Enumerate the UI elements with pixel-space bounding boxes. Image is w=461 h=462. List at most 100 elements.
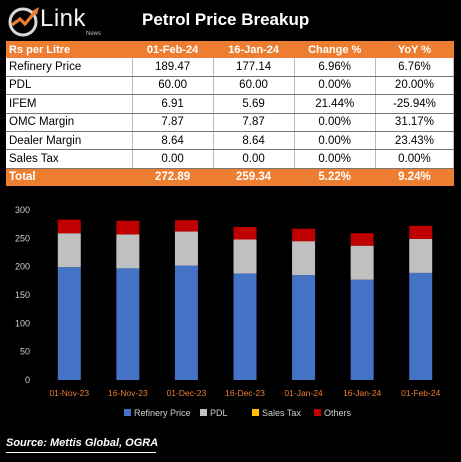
table-cell: 21.44% <box>294 94 376 114</box>
y-tick-label: 200 <box>15 262 30 272</box>
table-cell: 0.00 <box>213 149 295 169</box>
table-cell: 60.00 <box>213 76 295 96</box>
column-header: 01-Feb-24 <box>132 41 214 59</box>
legend-label: PDL <box>210 408 228 418</box>
table-cell: Refinery Price <box>6 58 133 77</box>
logo-subtext: News <box>86 31 102 37</box>
bar-segment-pdl <box>233 239 257 274</box>
y-tick-label: 0 <box>25 375 30 385</box>
table-cell: 7.87 <box>213 113 295 132</box>
logo-word: Link <box>40 5 87 32</box>
table-cell: 31.17% <box>375 113 455 132</box>
column-header: Change % <box>294 41 376 59</box>
y-tick-label: 100 <box>15 318 30 328</box>
y-tick-label: 150 <box>15 290 30 300</box>
x-tick-label: 01-Dec-23 <box>167 388 207 398</box>
table-cell: Dealer Margin <box>6 131 133 151</box>
logo-mark-icon <box>8 7 39 37</box>
bar-segment-others <box>116 220 140 235</box>
table-header-row: Rs per Litre 01-Feb-24 16-Jan-24 Change … <box>6 41 454 59</box>
legend-label: Others <box>324 408 352 418</box>
bar-segment-pdl <box>57 233 81 268</box>
bar-segment-others <box>350 233 374 246</box>
legend-swatch <box>200 409 207 416</box>
price-table: Rs per Litre 01-Feb-24 16-Jan-24 Change … <box>6 41 455 187</box>
x-tick-label: 01-Nov-23 <box>49 388 89 398</box>
table-cell: PDL <box>6 76 133 96</box>
table-row: OMC Margin 7.87 7.87 0.00% 31.17% <box>6 113 455 132</box>
table-cell: IFEM <box>6 94 133 114</box>
table-cell: 6.96% <box>294 58 376 77</box>
table-cell: 0.00% <box>294 149 376 169</box>
table-cell: 177.14 <box>213 58 295 77</box>
table-cell: 0.00 <box>132 149 214 169</box>
brand-logo: Link News <box>6 3 116 41</box>
page-title: Petrol Price Breakup <box>142 10 310 29</box>
table-cell: Total <box>6 168 133 187</box>
legend-swatch <box>124 409 131 416</box>
legend-swatch <box>314 409 321 416</box>
table-cell: 6.91 <box>132 94 214 114</box>
table-body: Refinery Price 189.47 177.14 6.96% 6.76% PDL 6… <box>6 58 455 169</box>
bar-segment-refinery-price <box>350 279 374 380</box>
table-cell: 0.00% <box>294 113 376 132</box>
x-tick-label: 01-Feb-24 <box>401 388 440 398</box>
y-tick-label: 300 <box>15 205 30 215</box>
bar-segment-others <box>57 219 81 234</box>
table-cell: 60.00 <box>132 76 214 96</box>
x-tick-label: 16-Jan-24 <box>343 388 382 398</box>
bar-segment-others <box>409 225 433 239</box>
column-header: 16-Jan-24 <box>213 41 295 59</box>
bar-segment-refinery-price <box>292 275 316 380</box>
x-tick-label: 16-Nov-23 <box>108 388 148 398</box>
bar-segment-others <box>174 220 198 232</box>
header: Link News Petrol Price Breakup <box>0 0 461 42</box>
bar-segment-refinery-price <box>116 268 140 380</box>
table-row: Refinery Price 189.47 177.14 6.96% 6.76% <box>6 58 455 77</box>
table-cell: 0.00% <box>375 149 455 169</box>
bar-segment-refinery-price <box>409 272 433 380</box>
table-cell: 5.22% <box>294 168 376 187</box>
table-cell: 6.76% <box>375 58 455 77</box>
table-cell: 9.24% <box>375 168 454 187</box>
stacked-bar-chart: 0 50 100 150 200 250 300 01-Nov-23 16-Nov-23 01-D… <box>15 205 441 418</box>
x-tick-label: 16-Dec-23 <box>225 388 265 398</box>
table-cell: 259.34 <box>213 168 295 187</box>
bar-segment-pdl <box>292 241 316 276</box>
table-row: Sales Tax 0.00 0.00 0.00% 0.00% <box>6 149 455 169</box>
source-underline <box>6 452 156 453</box>
y-tick-label: 250 <box>15 233 30 243</box>
bar-segment-others <box>292 228 316 242</box>
bar-segment-pdl <box>409 238 433 273</box>
table-cell: 7.87 <box>132 113 214 132</box>
table-total-row: Total 272.89 259.34 5.22% 9.24% <box>6 168 454 187</box>
table-cell: -25.94% <box>375 94 455 114</box>
bar-segment-refinery-price <box>233 273 257 380</box>
table-row: Dealer Margin 8.64 8.64 0.00% 23.43% <box>6 131 455 151</box>
table-cell: Sales Tax <box>6 149 133 169</box>
table-cell: 5.69 <box>213 94 295 114</box>
table-cell: 23.43% <box>375 131 455 151</box>
x-tick-label: 01-Jan-24 <box>284 388 323 398</box>
bar-segment-refinery-price <box>57 267 81 380</box>
table-cell: 20.00% <box>375 76 455 96</box>
table-cell: OMC Margin <box>6 113 133 132</box>
column-header: YoY % <box>375 41 454 59</box>
legend-label: Refinery Price <box>134 408 191 418</box>
table-row: IFEM 6.91 5.69 21.44% -25.94% <box>6 94 455 114</box>
bar-segment-others <box>233 227 257 240</box>
y-tick-label: 50 <box>20 347 30 357</box>
legend-swatch <box>252 409 259 416</box>
table-row: PDL 60.00 60.00 0.00% 20.00% <box>6 76 455 96</box>
table-cell: 189.47 <box>132 58 214 77</box>
bar-segment-refinery-price <box>174 265 198 380</box>
table-cell: 0.00% <box>294 131 376 151</box>
table-cell: 272.89 <box>132 168 214 187</box>
bar-segment-pdl <box>350 245 374 280</box>
table-cell: 8.64 <box>132 131 214 151</box>
table-cell: 0.00% <box>294 76 376 96</box>
bar-segment-pdl <box>174 231 198 266</box>
legend-label: Sales Tax <box>262 408 301 418</box>
source-note: Source: Mettis Global, OGRA <box>6 437 159 449</box>
table-cell: 8.64 <box>213 131 295 151</box>
